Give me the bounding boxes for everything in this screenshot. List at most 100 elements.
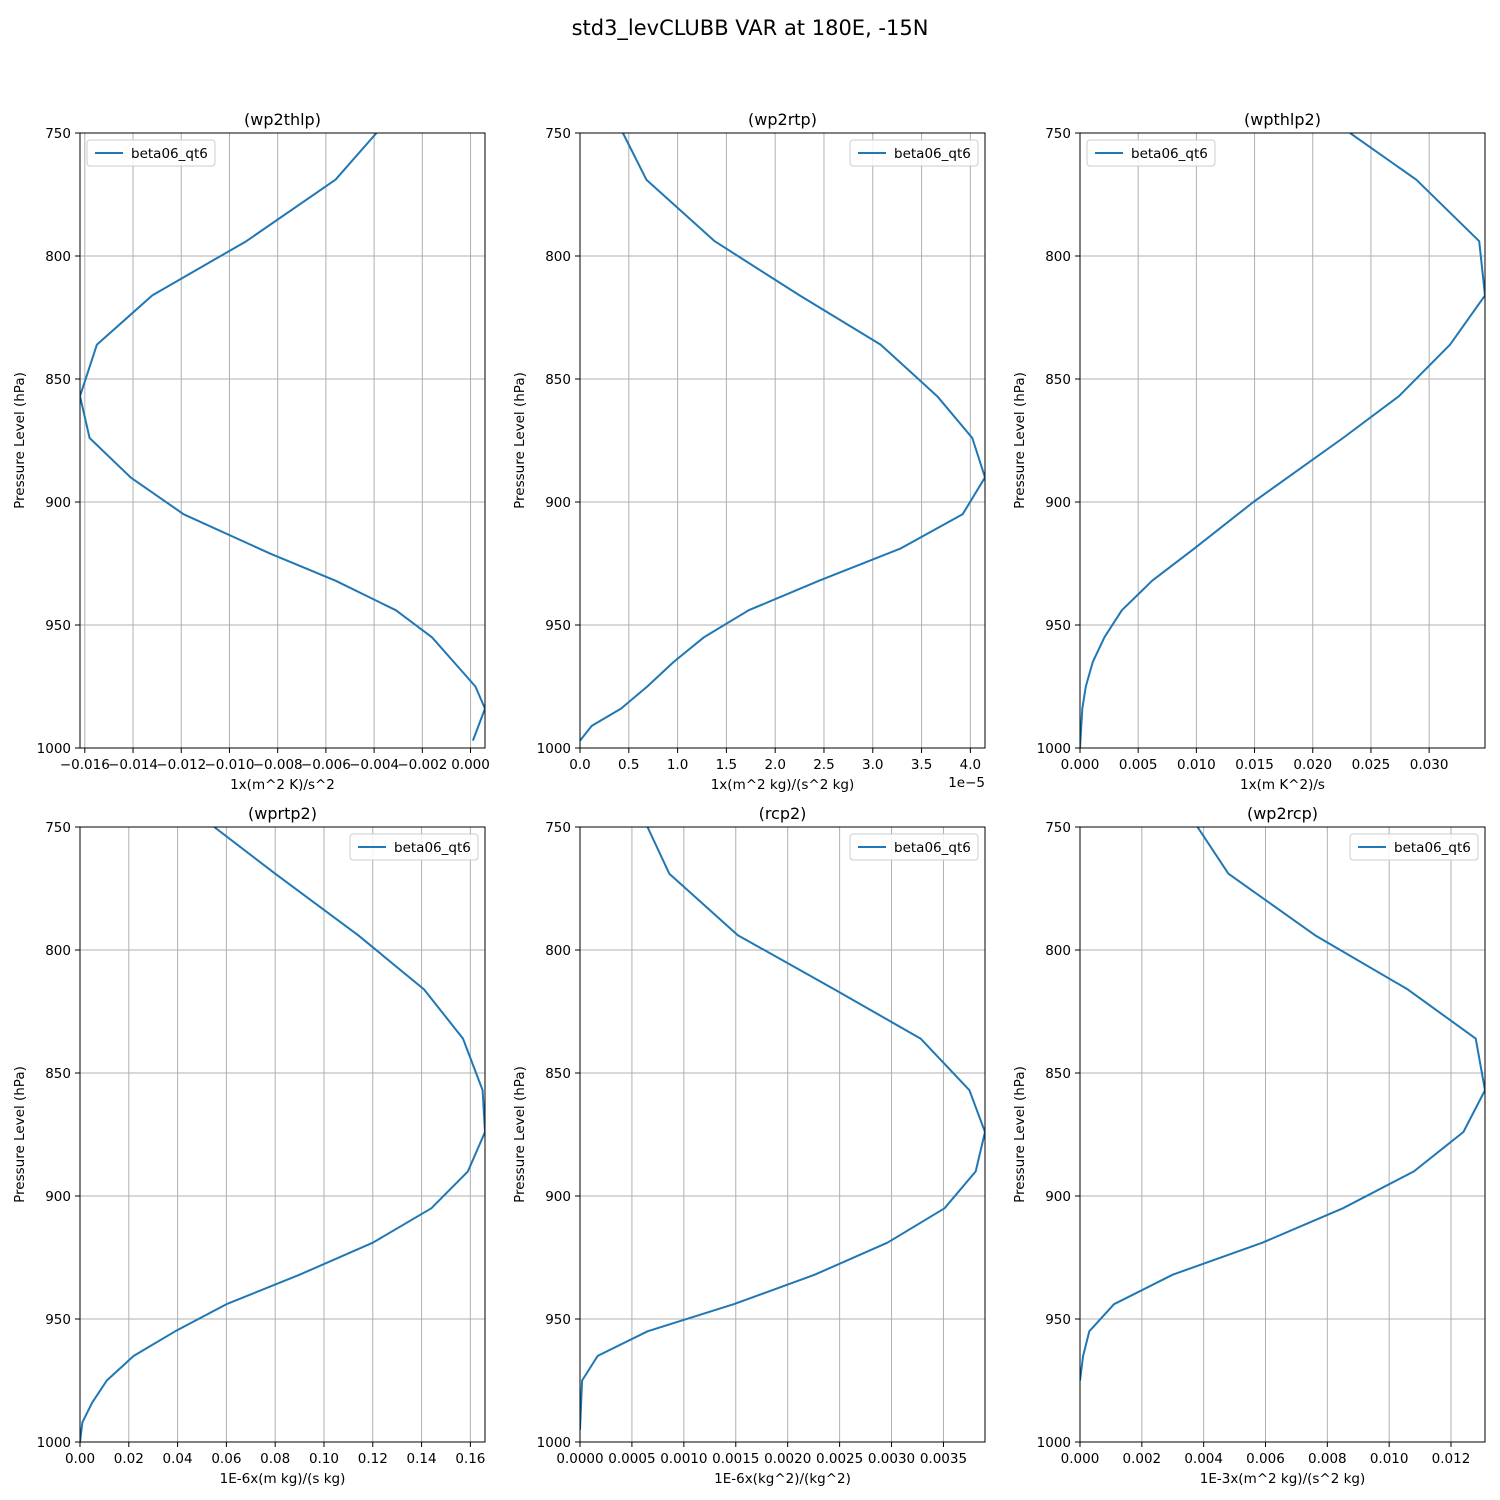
axes-frame <box>79 826 486 1443</box>
subplot-6: 0.000 0.002 0.004 0.006 0.008 0.010 0.012 750 80… <box>1012 804 1486 1487</box>
legend: beta06_qt6 <box>349 833 479 861</box>
legend: beta06_qt6 <box>849 833 979 861</box>
x-tick-label: 1.5 <box>716 757 737 773</box>
subplot-1: −0.016−0.014−0.012−0.010−0.008−0.006−0.0… <box>12 110 490 793</box>
legend-label: beta06_qt6 <box>131 146 208 162</box>
legend-box <box>1349 833 1479 861</box>
x-tick-label: 0.10 <box>309 1451 339 1467</box>
y-tick-label: 950 <box>1045 618 1071 634</box>
series-line <box>80 133 485 741</box>
y-tick-label: 1000 <box>37 741 71 757</box>
y-tick-label: 800 <box>1045 249 1071 265</box>
x-axis-label: 1E-3x(m^2 kg)/(s^2 kg) <box>1200 1471 1366 1487</box>
legend-label: beta06_qt6 <box>894 146 971 162</box>
series-line <box>1080 827 1485 1381</box>
x-tick-label: 0.0035 <box>920 1451 967 1467</box>
y-axis-label: Pressure Level (hPa) <box>512 372 528 509</box>
x-axis-label: 1E-6x(m kg)/(s kg) <box>220 1471 346 1487</box>
subplot-2: 0.0 0.5 1.0 1.5 2.0 2.5 3.0 3.5 4.0 750 800 850 900 9… <box>512 110 986 793</box>
y-tick-label: 850 <box>45 1066 71 1082</box>
y-tick-label: 850 <box>1045 372 1071 388</box>
x-tick-label: 0.010 <box>1370 1451 1409 1467</box>
y-tick-label: 750 <box>545 820 571 836</box>
y-axis-label: Pressure Level (hPa) <box>12 1066 28 1203</box>
y-axis-label: Pressure Level (hPa) <box>1012 1066 1028 1203</box>
x-tick-label: −0.004 <box>349 757 399 773</box>
y-tick-label: 900 <box>45 495 71 511</box>
x-tick-label: 0.0 <box>569 757 590 773</box>
y-tick-label: 850 <box>545 372 571 388</box>
legend: beta06_qt6 <box>86 139 216 167</box>
y-axis-label: Pressure Level (hPa) <box>12 372 28 509</box>
x-tick-label: 0.0020 <box>764 1451 811 1467</box>
series-line <box>80 827 485 1442</box>
x-tick-label: 0.02 <box>114 1451 144 1467</box>
x-tick-label: 0.14 <box>407 1451 437 1467</box>
x-tick-label: −0.006 <box>301 757 351 773</box>
y-tick-label: 850 <box>545 1066 571 1082</box>
x-tick-label: 0.030 <box>1410 757 1449 773</box>
subplot-title: (rcp2) <box>759 804 807 823</box>
y-tick-label: 900 <box>45 1189 71 1205</box>
legend-box <box>849 833 979 861</box>
x-tick-label: 0.000 <box>1061 1451 1100 1467</box>
x-tick-label: −0.012 <box>156 757 206 773</box>
x-tick-label: 0.015 <box>1235 757 1274 773</box>
x-tick-label: −0.010 <box>204 757 254 773</box>
axes-frame <box>79 132 486 749</box>
x-tick-label: 1.0 <box>667 757 688 773</box>
series-line <box>580 133 985 742</box>
y-tick-label: 850 <box>1045 1066 1071 1082</box>
x-tick-label: 0.0005 <box>608 1451 655 1467</box>
x-tick-label: 0.06 <box>211 1451 241 1467</box>
legend-box <box>349 833 479 861</box>
x-tick-label: 0.5 <box>618 757 639 773</box>
legend: beta06_qt6 <box>1086 139 1216 167</box>
legend-label: beta06_qt6 <box>1394 840 1471 856</box>
subplot-title: (wp2rtp) <box>748 110 817 129</box>
y-tick-label: 1000 <box>1037 1435 1071 1451</box>
x-tick-label: 0.16 <box>455 1451 485 1467</box>
x-tick-label: 2.5 <box>813 757 834 773</box>
x-tick-label: 0.002 <box>1123 1451 1162 1467</box>
x-tick-label: 0.020 <box>1293 757 1332 773</box>
y-tick-label: 950 <box>545 618 571 634</box>
y-tick-label: 900 <box>545 495 571 511</box>
x-tick-label: 0.006 <box>1246 1451 1285 1467</box>
x-tick-label: 3.5 <box>911 757 932 773</box>
y-tick-label: 900 <box>545 1189 571 1205</box>
x-tick-label: 0.00 <box>65 1451 95 1467</box>
x-tick-label: −0.008 <box>253 757 303 773</box>
x-tick-label: 0.012 <box>1432 1451 1471 1467</box>
legend: beta06_qt6 <box>1349 833 1479 861</box>
legend-box <box>86 139 216 167</box>
y-tick-label: 800 <box>45 943 71 959</box>
axes-frame <box>579 826 986 1443</box>
axes-frame <box>1079 826 1486 1443</box>
axes-frame <box>1079 132 1486 749</box>
x-offset-text: 1e−5 <box>948 775 985 791</box>
y-tick-label: 850 <box>45 372 71 388</box>
legend-box <box>1086 139 1216 167</box>
legend-label: beta06_qt6 <box>1131 146 1208 162</box>
y-tick-label: 800 <box>545 249 571 265</box>
subplot-title: (wp2thlp) <box>244 110 321 129</box>
y-axis-label: Pressure Level (hPa) <box>512 1066 528 1203</box>
subplot-title: (wprtp2) <box>248 804 317 823</box>
y-axis-label: Pressure Level (hPa) <box>1012 372 1028 509</box>
subplot-title: (wpthlp2) <box>1244 110 1321 129</box>
subplot-5: 0.0000 0.0005 0.0010 0.0015 0.0020 0.0025 0.00… <box>512 804 986 1487</box>
x-tick-label: 0.008 <box>1308 1451 1347 1467</box>
y-tick-label: 950 <box>45 618 71 634</box>
x-axis-label: 1E-6x(kg^2)/(kg^2) <box>714 1471 851 1487</box>
x-tick-label: 0.08 <box>260 1451 290 1467</box>
x-tick-label: −0.002 <box>397 757 447 773</box>
y-tick-label: 750 <box>545 126 571 142</box>
y-tick-label: 950 <box>1045 1312 1071 1328</box>
x-tick-label: 0.010 <box>1177 757 1216 773</box>
y-tick-label: 800 <box>45 249 71 265</box>
subplot-4: 0.00 0.02 0.04 0.06 0.08 0.10 0.12 0.14 0.16 750 8… <box>12 804 486 1487</box>
y-tick-label: 1000 <box>37 1435 71 1451</box>
x-tick-label: 0.0015 <box>712 1451 759 1467</box>
